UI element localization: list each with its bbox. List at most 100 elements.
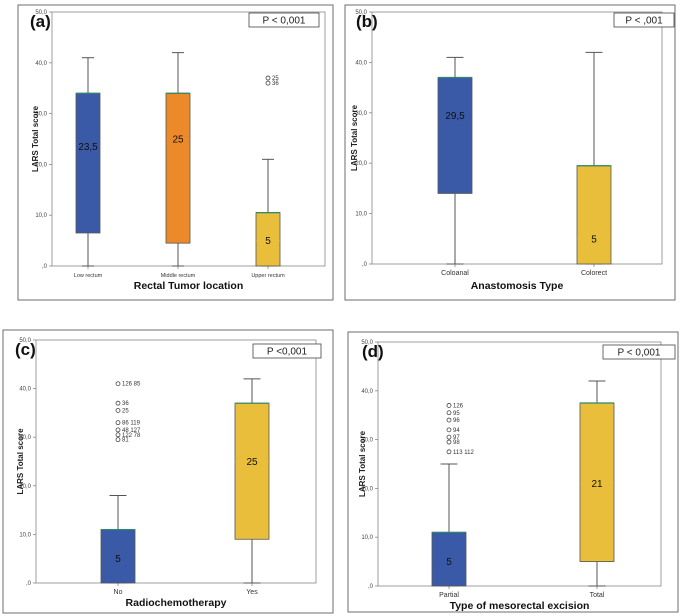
box-iqr xyxy=(431,531,467,587)
x-tick-label: Middle rectum xyxy=(161,273,196,279)
p-value: P <0,001 xyxy=(267,347,308,358)
y-axis-label: LARS Total score xyxy=(350,104,359,171)
outlier-label: 36 xyxy=(122,401,129,407)
outlier-point xyxy=(115,420,121,426)
panel-border xyxy=(2,329,334,614)
box-colorect: Colorect 5 xyxy=(576,51,612,277)
box-iqr xyxy=(579,402,615,563)
median-label: 29,5 xyxy=(445,111,465,122)
panel-label: (d) xyxy=(362,342,384,361)
outlier-point xyxy=(115,408,121,413)
panel-label: (b) xyxy=(356,12,378,31)
y-tick-label: ,0 xyxy=(368,584,374,590)
median-label: 5 xyxy=(591,234,597,245)
outlier-point xyxy=(446,403,452,408)
box-iqr xyxy=(437,77,473,194)
p-value: P < 0,001 xyxy=(263,16,306,27)
y-tick-label: ,0 xyxy=(42,264,48,270)
panel-label: (a) xyxy=(30,12,51,31)
y-tick-label: 40,0 xyxy=(19,387,31,393)
x-axis-label: Type of mesorectal excision xyxy=(450,600,590,612)
outlier-label: 81 xyxy=(122,438,129,444)
x-tick-label: No xyxy=(114,589,123,596)
y-tick-label: 10,0 xyxy=(361,535,373,541)
box-iqr xyxy=(234,402,270,540)
box-iqr xyxy=(165,92,191,244)
y-tick-label: 50,0 xyxy=(35,10,47,16)
outlier-point xyxy=(115,400,121,406)
box-coloanal: Coloanal 29,5 xyxy=(437,56,473,277)
outlier-label: 36 xyxy=(272,81,279,87)
x-tick-label: Total xyxy=(590,592,605,599)
plot-area xyxy=(371,11,663,265)
plot-area xyxy=(35,339,317,584)
y-axis-label: LARS Total score xyxy=(16,428,25,495)
y-tick-label: 10,0 xyxy=(19,532,31,538)
x-axis-label: Rectal Tumor location xyxy=(134,280,244,292)
y-tick-label: 40,0 xyxy=(355,60,367,66)
y-tick-label: ,0 xyxy=(362,262,368,268)
outlier-point xyxy=(115,437,121,443)
y-tick-label: 30,0 xyxy=(355,111,367,117)
median-label: 21 xyxy=(591,479,603,490)
x-tick-label: Low rectum xyxy=(74,273,103,279)
median-label: 5 xyxy=(265,236,271,247)
panel-border xyxy=(344,4,676,301)
box-low-rectum: Low rectum 23,5 xyxy=(74,57,103,279)
p-value: P < 0,001 xyxy=(618,348,661,359)
median-label: 5 xyxy=(115,554,121,565)
outlier-point xyxy=(446,439,452,445)
outlier-point xyxy=(446,410,452,416)
outlier-label: 126 85 xyxy=(122,382,141,388)
p-value-box xyxy=(248,12,320,28)
y-tick-label: 40,0 xyxy=(361,389,373,395)
panel-border xyxy=(347,331,679,613)
median-label: 25 xyxy=(172,135,184,146)
box-yes: Yes 25 xyxy=(234,378,270,596)
outlier-point xyxy=(115,427,121,433)
y-axis-label: LARS Total score xyxy=(31,105,40,172)
x-tick-label: Partial xyxy=(439,592,459,599)
box-iqr xyxy=(576,165,612,265)
box-iqr xyxy=(100,529,136,584)
y-tick-label: 30,0 xyxy=(19,435,31,441)
p-value-box xyxy=(252,343,322,359)
y-tick-label: 50,0 xyxy=(355,10,367,16)
outlier-label: 95 xyxy=(453,411,460,417)
y-axis-label: LARS Total score xyxy=(358,430,367,497)
x-tick-label: Upper rectum xyxy=(251,273,285,279)
y-tick-label: ,0 xyxy=(26,581,32,587)
outlier-point xyxy=(446,434,452,440)
box-total: Total 21 xyxy=(579,380,615,599)
outlier-point xyxy=(115,381,121,387)
y-tick-label: 40,0 xyxy=(35,61,47,67)
outlier-label: 98 xyxy=(453,440,460,446)
p-value-box xyxy=(602,344,676,360)
plot-area xyxy=(377,341,662,587)
p-value: P < ,001 xyxy=(625,16,663,27)
outlier-label: 113 112 xyxy=(453,450,474,456)
plot-area xyxy=(51,11,326,267)
y-tick-label: 50,0 xyxy=(361,340,373,346)
outlier-label: 96 xyxy=(453,418,460,424)
panel-label: (c) xyxy=(15,340,36,359)
y-tick-label: 20,0 xyxy=(35,162,47,168)
chart-panel-b: ,0 10,0 20,0 30,0 40,0 50,0 LARS Total score (b… xyxy=(344,4,676,301)
outlier-point xyxy=(265,75,271,81)
median-label: 25 xyxy=(246,457,258,468)
x-axis-label: Radiochemotherapy xyxy=(126,597,227,609)
outlier-label: 48 127 xyxy=(122,428,141,434)
outlier-point xyxy=(446,427,452,433)
y-tick-label: 50,0 xyxy=(19,338,31,344)
y-tick-label: 20,0 xyxy=(355,161,367,167)
y-tick-label: 10,0 xyxy=(355,212,367,218)
y-tick-label: 20,0 xyxy=(361,486,373,492)
x-axis-label: Anastomosis Type xyxy=(471,280,564,292)
outlier-label: 94 xyxy=(453,428,460,434)
median-label: 23,5 xyxy=(78,142,98,153)
x-tick-label: Colorect xyxy=(581,270,607,277)
outlier-point xyxy=(446,449,452,455)
outlier-label: 126 xyxy=(453,403,464,409)
